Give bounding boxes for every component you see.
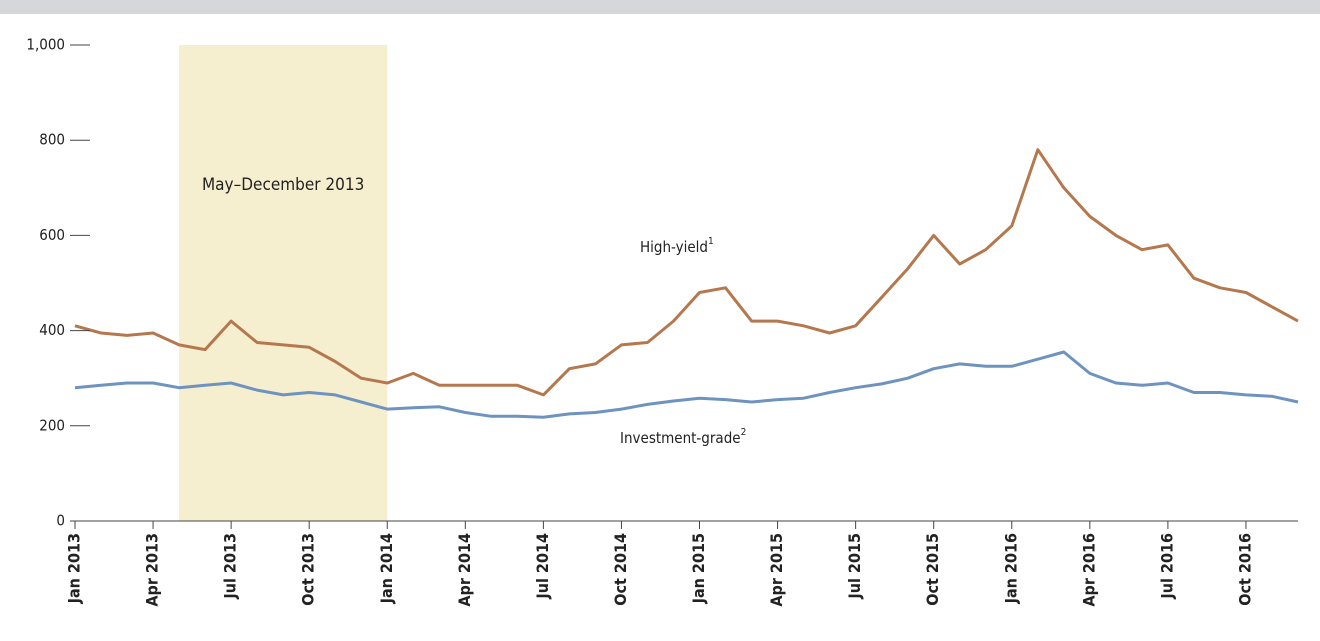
top-bar [0, 0, 1320, 14]
y-tick-label: 600 [39, 226, 65, 244]
series-name: Investment-grade [620, 429, 741, 447]
shaded-period [179, 45, 388, 521]
shade-layer [179, 45, 388, 521]
investment-grade-label: Investment-grade2 [620, 427, 746, 447]
x-tick-label: Jul 2013 [221, 533, 240, 600]
x-tick-label: Jan 2015 [689, 533, 708, 604]
x-tick-label: Apr 2015 [767, 533, 786, 607]
footnote: 1 [708, 236, 714, 247]
y-tick-label: 1,000 [26, 36, 65, 54]
y-tick-label: 200 [39, 416, 65, 434]
x-tick-label: Oct 2013 [299, 533, 318, 606]
x-tick-label: Oct 2014 [611, 533, 630, 606]
x-tick-label: Apr 2013 [143, 533, 162, 607]
x-tick-label: Jan 2014 [377, 533, 396, 604]
lines-layer [74, 148, 1299, 419]
series-line [74, 350, 1299, 419]
y-tick-label: 800 [39, 131, 65, 149]
x-tick-label: Apr 2014 [455, 533, 474, 607]
footnote: 2 [741, 427, 747, 438]
shade-label: May–December 2013 [202, 175, 364, 195]
x-tick-label: Jan 2016 [1001, 533, 1020, 604]
x-tick-label: Jul 2016 [1157, 533, 1176, 600]
x-tick-label: Jul 2014 [533, 533, 552, 600]
x-tick-label: Apr 2016 [1079, 533, 1098, 607]
series-line [74, 148, 1299, 397]
y-tick-label: 400 [39, 321, 65, 339]
x-tick-label: Jan 2013 [65, 533, 84, 604]
series-name: High-yield [640, 238, 708, 256]
y-tick-label: 0 [56, 512, 65, 530]
x-tick-label: Oct 2016 [1235, 533, 1254, 606]
x-tick-label: Jul 2015 [845, 533, 864, 600]
high-yield-label: High-yield1 [640, 236, 714, 256]
x-tick-label: Oct 2015 [923, 533, 942, 606]
